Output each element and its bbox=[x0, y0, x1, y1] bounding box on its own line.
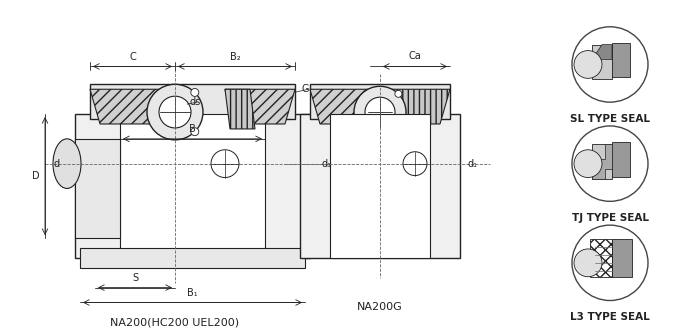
Text: C: C bbox=[129, 52, 136, 62]
Polygon shape bbox=[592, 45, 612, 79]
Polygon shape bbox=[225, 89, 255, 129]
Polygon shape bbox=[592, 45, 612, 59]
Circle shape bbox=[403, 152, 427, 175]
Text: NA200G: NA200G bbox=[357, 302, 403, 313]
Circle shape bbox=[147, 84, 203, 140]
Ellipse shape bbox=[53, 139, 81, 189]
Text: d: d bbox=[54, 159, 60, 169]
FancyBboxPatch shape bbox=[330, 114, 430, 258]
FancyBboxPatch shape bbox=[310, 84, 450, 119]
FancyBboxPatch shape bbox=[90, 84, 295, 119]
Text: d₁: d₁ bbox=[322, 159, 332, 169]
Circle shape bbox=[159, 96, 191, 128]
Text: NA200(HC200 UEL200): NA200(HC200 UEL200) bbox=[111, 317, 239, 327]
Circle shape bbox=[574, 51, 602, 78]
Circle shape bbox=[191, 128, 199, 136]
FancyBboxPatch shape bbox=[300, 114, 460, 258]
Text: G: G bbox=[302, 84, 310, 94]
Text: SL TYPE SEAL: SL TYPE SEAL bbox=[570, 114, 650, 124]
Text: TJ TYPE SEAL: TJ TYPE SEAL bbox=[572, 213, 649, 223]
FancyBboxPatch shape bbox=[612, 43, 630, 77]
Polygon shape bbox=[310, 89, 370, 124]
Polygon shape bbox=[592, 144, 612, 178]
Polygon shape bbox=[90, 89, 160, 124]
Polygon shape bbox=[225, 89, 295, 124]
Circle shape bbox=[572, 27, 648, 102]
Polygon shape bbox=[592, 144, 612, 178]
Circle shape bbox=[365, 97, 395, 127]
FancyBboxPatch shape bbox=[612, 239, 632, 277]
Text: D: D bbox=[32, 171, 40, 181]
Text: S: S bbox=[132, 273, 138, 283]
Text: B: B bbox=[189, 124, 196, 134]
Text: ds: ds bbox=[190, 97, 202, 107]
FancyBboxPatch shape bbox=[80, 248, 305, 268]
Circle shape bbox=[191, 89, 199, 96]
Circle shape bbox=[572, 126, 648, 201]
Polygon shape bbox=[390, 89, 450, 124]
Text: Ca: Ca bbox=[409, 51, 421, 61]
Polygon shape bbox=[75, 139, 120, 238]
Text: L3 TYPE SEAL: L3 TYPE SEAL bbox=[570, 312, 650, 322]
Circle shape bbox=[574, 150, 602, 177]
Circle shape bbox=[572, 225, 648, 300]
Circle shape bbox=[574, 249, 602, 277]
Circle shape bbox=[211, 150, 239, 177]
FancyBboxPatch shape bbox=[120, 114, 265, 258]
Text: d₁: d₁ bbox=[468, 159, 478, 169]
Text: B₁: B₁ bbox=[187, 288, 198, 297]
Circle shape bbox=[395, 127, 402, 134]
FancyBboxPatch shape bbox=[75, 114, 310, 258]
FancyBboxPatch shape bbox=[612, 142, 630, 176]
Circle shape bbox=[395, 91, 402, 97]
Circle shape bbox=[354, 86, 406, 138]
Text: B₂: B₂ bbox=[230, 52, 240, 62]
